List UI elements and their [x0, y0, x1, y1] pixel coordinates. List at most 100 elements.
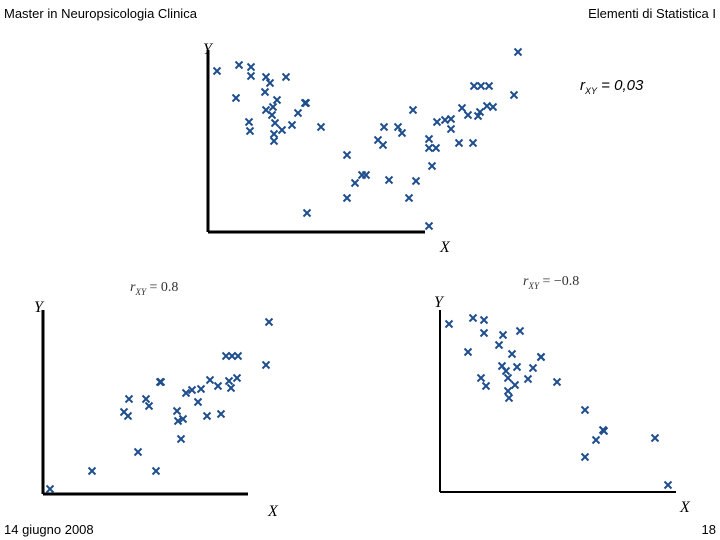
scatter-point [361, 170, 371, 180]
scatter-point [302, 208, 312, 218]
scatter-point [446, 114, 456, 124]
scatter-point [205, 375, 215, 385]
scatter-point [342, 193, 352, 203]
scatter-point [261, 360, 271, 370]
scatter-point [411, 176, 421, 186]
scatter-point [176, 434, 186, 444]
scatter-point [233, 351, 243, 361]
scatter-point [432, 117, 442, 127]
correlation-value: = 0.8 [146, 280, 178, 295]
scatter-point [196, 384, 206, 394]
scatter-point [580, 452, 590, 462]
scatter-point [300, 98, 310, 108]
scatter-point [536, 352, 546, 362]
scatter-point [264, 317, 274, 327]
scatter-point [193, 397, 203, 407]
correlation-value: = 0,03 [597, 77, 644, 94]
scatter-point [245, 126, 255, 136]
scatter-point [528, 363, 538, 373]
scatter-point [424, 134, 434, 144]
scatter-point [144, 401, 154, 411]
scatter-point [172, 406, 182, 416]
scatter-point [393, 122, 403, 132]
scatter-point [513, 47, 523, 57]
scatter-point [293, 108, 303, 118]
scatter-point [173, 416, 183, 426]
header-left: Master in Neuropsicologia Clinica [4, 6, 198, 21]
x-axis-label: X [267, 503, 279, 520]
scatter-point [202, 411, 212, 421]
scatter-point [178, 414, 188, 424]
scatter-point [431, 143, 441, 153]
scatter-point [424, 221, 434, 231]
correlation-symbol: r [580, 77, 586, 94]
scatter-point [268, 102, 278, 112]
scatter-point [427, 161, 437, 171]
scatter-point [446, 124, 456, 134]
correlation-label: rXY = 0.8 [130, 280, 178, 297]
scatter-point [469, 81, 479, 91]
scatter-point [350, 178, 360, 188]
scatter-point [287, 120, 297, 130]
scatter-point [45, 484, 55, 494]
scatter-point [468, 138, 478, 148]
scatter-point [281, 72, 291, 82]
scatter-point [234, 60, 244, 70]
scatter-point [384, 175, 394, 185]
scatter-point [379, 122, 389, 132]
scatter-point [503, 386, 513, 396]
scatter-point [151, 466, 161, 476]
scatter-point [404, 193, 414, 203]
scatter-point [187, 385, 197, 395]
scatter-point [501, 366, 511, 376]
footer-right: 18 [702, 522, 716, 537]
y-axis-label: Y [434, 294, 445, 311]
scatter-point [510, 380, 520, 390]
scatter-point [224, 376, 234, 386]
header-right: Elementi di Statistica I [588, 6, 716, 21]
scatter-point [342, 150, 352, 160]
footer-left: 14 giugno 2008 [4, 522, 94, 537]
scatter-point [504, 393, 514, 403]
scatter-point [212, 66, 222, 76]
scatter-point [156, 377, 166, 387]
correlation-value: = −0.8 [539, 274, 579, 289]
scatter-point [479, 315, 489, 325]
y-axis-label: Y [34, 299, 45, 316]
correlation-label: rXY = −0.8 [523, 274, 579, 291]
scatter-point [463, 347, 473, 357]
scatter-point [650, 433, 660, 443]
scatter-point [484, 81, 494, 91]
scatter-point [408, 105, 418, 115]
scatter-point [552, 377, 562, 387]
scatter-point [503, 373, 513, 383]
y-axis-label: Y [203, 41, 214, 58]
scatter-point [244, 117, 254, 127]
scatter-point [494, 340, 504, 350]
correlation-subscript: XY [584, 86, 598, 96]
scatter-point [123, 411, 133, 421]
scatter-point [473, 111, 483, 121]
scatter-point [457, 103, 467, 113]
scatter-point [272, 95, 282, 105]
scatter-point [261, 72, 271, 82]
scatter-point [463, 110, 473, 120]
correlation-symbol: r [130, 280, 136, 295]
scatter-point [663, 480, 673, 490]
scatter-point [479, 328, 489, 338]
scatter-point [515, 326, 525, 336]
scatter-point [424, 143, 434, 153]
scatter-point [232, 373, 242, 383]
scatter-point [476, 81, 486, 91]
scatter-point [226, 383, 236, 393]
scatter-point [267, 110, 277, 120]
scatter-point [512, 362, 522, 372]
scatter-point [481, 381, 491, 391]
scatter-point [181, 388, 191, 398]
scatter-point [277, 125, 287, 135]
correlation-symbol: r [523, 274, 529, 289]
correlation-label: rXY = 0,03 [580, 77, 644, 96]
scatter-point [246, 62, 256, 72]
scatter-point [488, 102, 498, 112]
